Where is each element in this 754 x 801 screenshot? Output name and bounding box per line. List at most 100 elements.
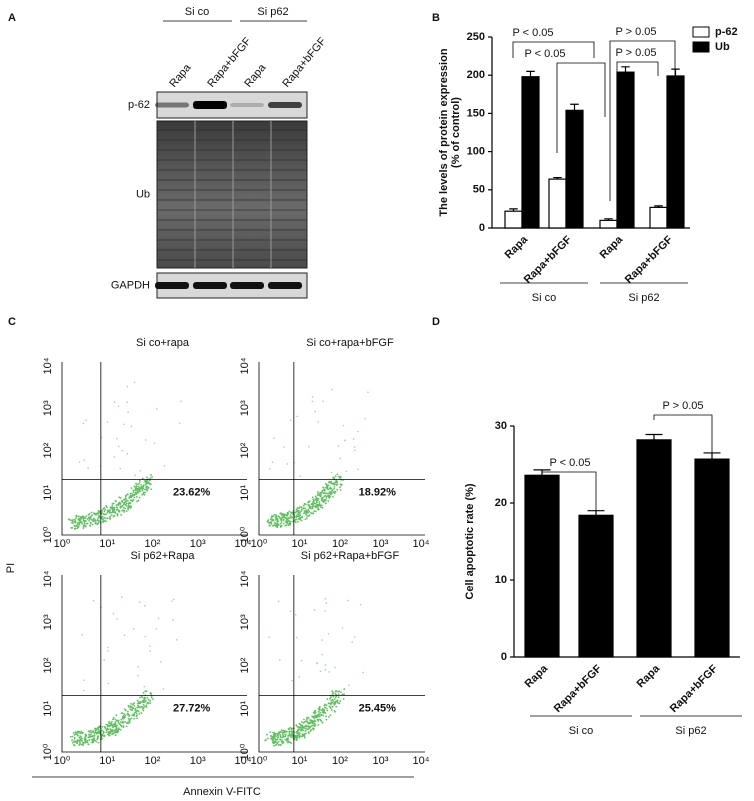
event-dot [142, 709, 145, 712]
event-dot [336, 488, 339, 491]
event-dot [321, 490, 324, 492]
event-dot [70, 521, 73, 524]
event-dot [319, 711, 322, 714]
event-dot [291, 727, 294, 730]
event-dot [282, 729, 285, 732]
event-dot [312, 500, 315, 503]
legend-label: p-62 [715, 26, 738, 38]
event-dot [304, 518, 307, 521]
event-dot [321, 639, 323, 641]
event-dot [121, 501, 124, 503]
event-dot [97, 728, 100, 731]
event-dot [337, 690, 340, 693]
event-dot [79, 732, 82, 735]
event-dot [149, 700, 151, 702]
event-dot [112, 508, 114, 511]
event-dot [157, 617, 160, 620]
event-dot [118, 728, 120, 730]
event-dot [288, 730, 291, 733]
x-tick-label: 10¹ [99, 755, 115, 767]
plot-frame [258, 575, 425, 753]
event-dot [118, 501, 121, 504]
event-dot [144, 604, 146, 607]
event-dot [342, 424, 345, 427]
event-dot [322, 486, 324, 489]
x-tick-label: Rapa [523, 662, 551, 690]
event-dot [136, 699, 139, 702]
event-dot [120, 718, 123, 721]
event-dot [180, 400, 182, 403]
event-dot [306, 716, 308, 719]
event-dot [324, 706, 326, 709]
event-dot [334, 666, 336, 669]
event-dot [127, 717, 130, 720]
event-dot [73, 734, 76, 736]
event-dot [335, 480, 338, 482]
event-dot [114, 728, 117, 731]
event-dot [175, 639, 178, 641]
event-dot [308, 506, 311, 508]
event-dot [123, 498, 126, 501]
event-dot [123, 502, 126, 504]
event-dot [123, 713, 126, 715]
bracket [512, 41, 595, 58]
bar [666, 75, 685, 229]
x-tick-label: 10⁰ [54, 755, 71, 767]
event-dot [91, 734, 94, 737]
event-dot [77, 515, 80, 518]
event-dot [318, 705, 321, 708]
event-dot [267, 519, 270, 522]
x-tick-label: 10² [145, 755, 161, 767]
error-bar [509, 208, 518, 212]
event-dot [283, 516, 286, 519]
event-dot [88, 730, 91, 733]
event-dot [122, 506, 125, 509]
event-dot [280, 519, 283, 522]
event-dot [89, 729, 92, 732]
event-dot [89, 517, 92, 519]
event-dot [289, 511, 292, 514]
event-dot [313, 510, 316, 512]
y-tick-label: 10³ [239, 614, 251, 630]
x-tick-label: Rapa+bFGF [668, 663, 721, 716]
event-dot [108, 722, 111, 725]
event-dot [277, 744, 280, 746]
event-dot [130, 499, 132, 502]
event-dot [102, 508, 105, 511]
y-tick-label: 10³ [42, 400, 54, 416]
event-dot [305, 720, 307, 723]
bar [548, 178, 567, 229]
event-dot [306, 728, 308, 731]
event-dot [289, 419, 292, 422]
event-dot [305, 725, 308, 728]
event-dot [338, 475, 340, 478]
event-dot [329, 714, 332, 717]
event-dot [323, 489, 326, 492]
event-dot [317, 497, 320, 500]
event-dot [331, 388, 333, 391]
event-dot [74, 521, 77, 524]
event-dot [289, 514, 292, 517]
group-label: Si p62 [675, 725, 706, 737]
event-dot [109, 728, 112, 731]
event-dot [351, 641, 353, 643]
y-tick-label: 10⁴ [42, 357, 54, 374]
event-dot [291, 730, 294, 733]
event-dot [74, 741, 76, 743]
y-axis-label: Cell apoptotic rate (%) [464, 483, 476, 599]
event-dot [103, 513, 105, 515]
event-dot [302, 507, 305, 510]
event-dot [271, 519, 273, 522]
event-dot [149, 692, 152, 694]
event-dot [326, 709, 329, 712]
y-axis-label: (% of control) [450, 97, 462, 168]
event-dot [104, 726, 106, 729]
event-dot [101, 515, 104, 518]
event-dot [84, 733, 87, 736]
event-dot [87, 743, 90, 746]
event-dot [331, 701, 334, 704]
event-dot [312, 503, 315, 506]
x-tick-label: Rapa [503, 233, 531, 261]
event-dot [105, 513, 107, 516]
event-dot [324, 668, 327, 671]
